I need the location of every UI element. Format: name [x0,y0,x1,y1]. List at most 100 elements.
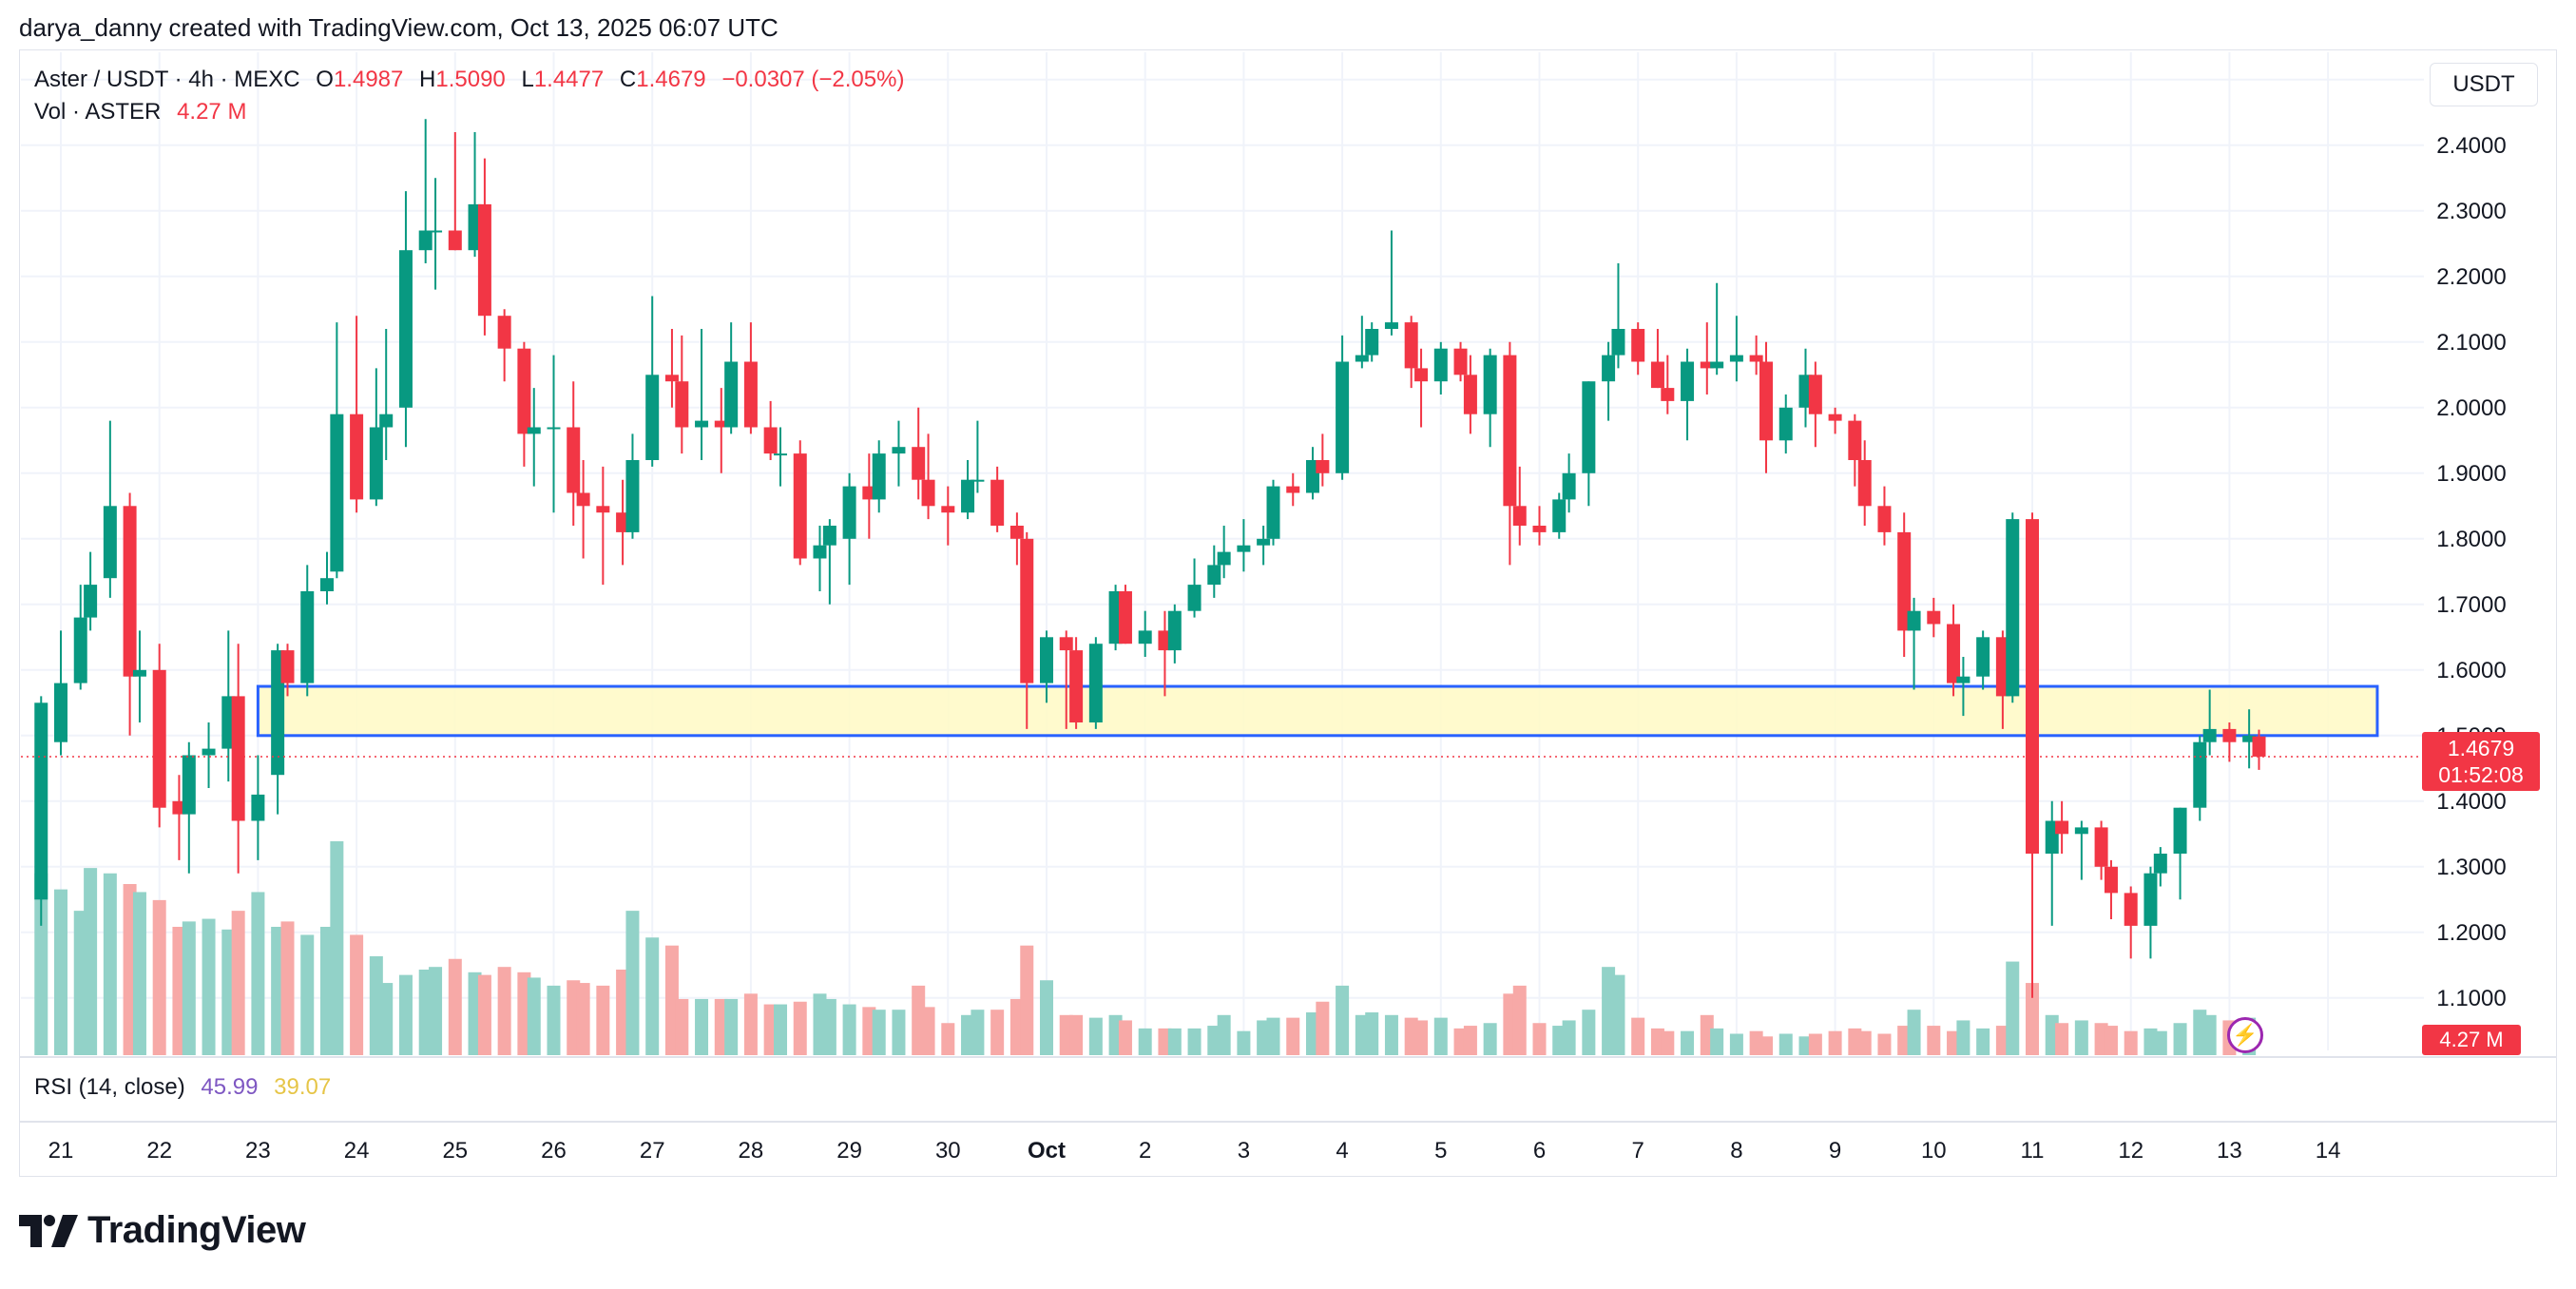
candle-body [2202,728,2217,742]
rsi-label[interactable]: RSI (14, close) [34,1074,185,1100]
high-value: 1.5090 [435,67,506,92]
volume-bar [34,873,48,1055]
candle-body [1857,460,1872,507]
tradingview-logo[interactable]: TradingView [19,1209,306,1252]
candle-body [774,453,788,456]
candle-body [813,545,827,559]
volume-bar [921,1007,935,1055]
time-axis-label: 8 [1730,1138,1742,1164]
volume-bar [497,967,511,1055]
candle-body [1463,375,1477,414]
chart-attribution: darya_danny created with TradingView.com… [19,13,779,42]
price-axis-label: 2.3000 [2436,199,2506,224]
rsi-value: 45.99 [201,1074,259,1100]
candle-body [350,414,364,500]
time-axis-label: 13 [2217,1138,2242,1164]
chart-frame[interactable] [19,49,2557,1177]
open-value: 1.4987 [333,67,404,92]
volume-bar [1020,945,1034,1055]
candle-body [961,479,975,513]
candle-body [2094,827,2108,867]
volume-bar [300,934,315,1055]
volume-bar [84,868,98,1055]
candle-body [2124,893,2138,926]
volume-bar [1808,1033,1822,1055]
volume-bar [774,1004,788,1055]
time-axis-label: 25 [442,1138,468,1164]
candle-body [527,427,541,434]
candle-body [567,427,581,493]
close-value: 1.4679 [636,67,706,92]
currency-selector[interactable]: USDT [2430,63,2538,106]
candle-body [1059,637,1073,651]
candle-body [941,506,955,513]
volume-bar [2006,961,2020,1055]
volume-bar [448,958,462,1055]
candle-body [2143,873,2158,926]
candle-body [2055,820,2069,835]
time-axis-label: 27 [640,1138,665,1164]
volume-bar [941,1023,955,1055]
time-axis-label: 28 [739,1138,764,1164]
volume-bar [1414,1020,1429,1055]
candle-body [73,617,87,683]
last-price-tag: 1.4679 01:52:08 [2422,732,2540,791]
candle-body [448,230,462,251]
price-axis-label: 1.8000 [2436,527,2506,552]
rsi-ma-value: 39.07 [274,1074,332,1100]
volume-bar [842,1004,856,1055]
candle-body [330,414,344,572]
volume-bar [1316,1001,1330,1055]
volume-bar [202,918,216,1055]
candle-body [1266,486,1280,539]
volume-bar [2173,1023,2187,1055]
candle-body [2104,866,2118,894]
candle-body [576,492,590,507]
low-label: L [521,67,534,92]
candle-body [2153,854,2167,874]
candle-body [645,375,660,460]
volume-bar [2202,1014,2217,1055]
symbol-label[interactable]: Aster / USDT · 4h · MEXC [34,67,300,92]
volume-bar [1778,1033,1793,1055]
volume-label[interactable]: Vol · ASTER [34,99,162,125]
lightning-icon[interactable]: ⚡ [2227,1017,2263,1053]
volume-tag: 4.27 M [2422,1025,2521,1055]
candle-body [1336,361,1350,473]
candle-body [251,794,265,821]
bar-countdown: 01:52:08 [2438,762,2524,787]
price-axis-label: 1.3000 [2436,855,2506,880]
time-axis-label: 21 [48,1138,74,1164]
volume-bar [2074,1020,2088,1055]
candle-body [2074,827,2088,835]
time-axis-label: 6 [1533,1138,1546,1164]
volume-bar [695,998,709,1055]
volume-bar [330,841,344,1055]
volume-bar [1562,1020,1576,1055]
time-axis-label: 12 [2118,1138,2143,1164]
volume-bar [743,993,758,1055]
candle-body [517,348,531,434]
high-label: H [419,67,436,92]
candle-body [1778,407,1793,441]
candle-body [1956,676,1970,683]
candle-body [1020,538,1034,683]
candle-body [1453,348,1468,375]
volume-bar [1631,1017,1645,1055]
volume-bar [1266,1017,1280,1055]
price-axis-label: 1.9000 [2436,461,2506,487]
candle-body [695,420,709,428]
candle-body [84,585,98,618]
candle-body [152,669,166,808]
volume-bar [675,998,689,1055]
candle-body [1503,355,1517,507]
volume-bar [54,889,67,1055]
price-axis-label: 1.4000 [2436,789,2506,815]
candle-body [1257,538,1271,546]
candle-body [34,702,48,900]
candle-body [202,748,216,756]
time-axis-label: 10 [1921,1138,1947,1164]
volume-bar [182,921,196,1055]
candle-body [1582,381,1596,473]
